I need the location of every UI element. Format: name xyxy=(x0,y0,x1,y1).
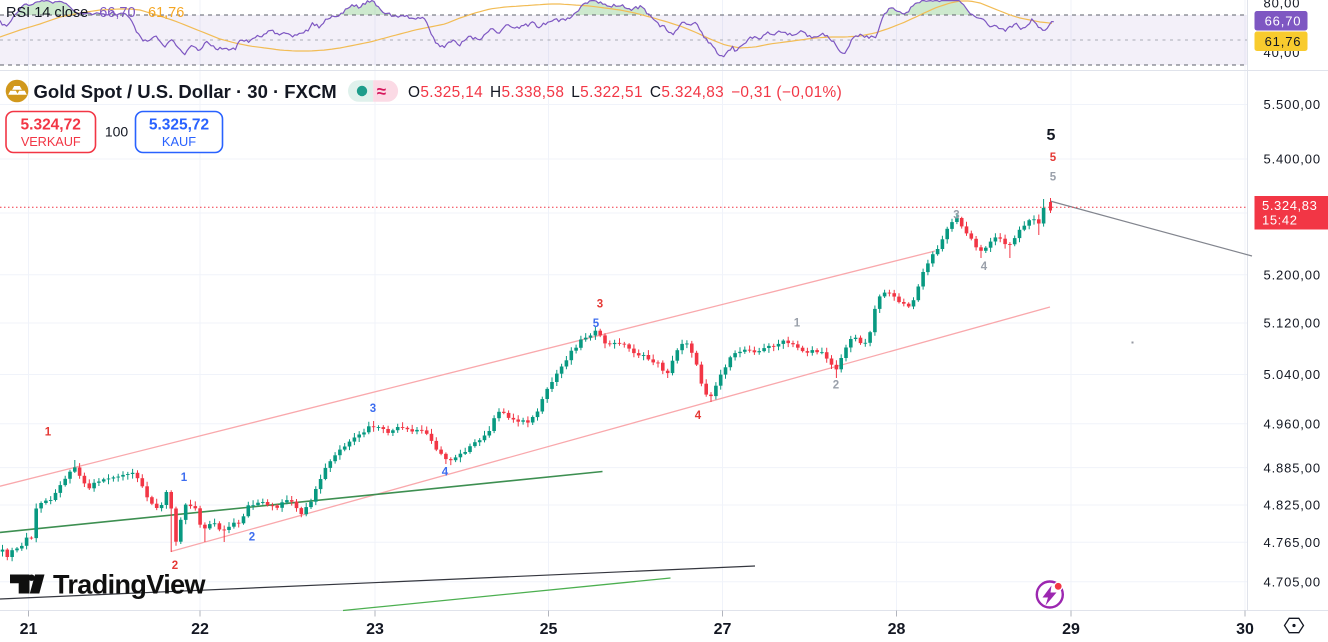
svg-text:5.324,72: 5.324,72 xyxy=(21,117,81,134)
svg-text:5.324,83: 5.324,83 xyxy=(1262,198,1317,213)
svg-text:4: 4 xyxy=(981,261,988,273)
svg-text:1: 1 xyxy=(181,472,188,484)
svg-text:61,76: 61,76 xyxy=(1265,34,1302,49)
svg-text:4.960,00: 4.960,00 xyxy=(1264,416,1321,431)
svg-text:Gold Spot / U.S. Dollar · 30 ·: Gold Spot / U.S. Dollar · 30 · FXCM xyxy=(34,81,337,102)
svg-text:5.040,00: 5.040,00 xyxy=(1264,367,1321,382)
svg-text:3: 3 xyxy=(370,403,376,415)
svg-text:25: 25 xyxy=(540,621,558,638)
svg-text:4.885,00: 4.885,00 xyxy=(1264,460,1321,475)
svg-text:5.400,00: 5.400,00 xyxy=(1264,152,1321,167)
svg-text:5: 5 xyxy=(1050,172,1057,184)
svg-text:28: 28 xyxy=(888,621,906,638)
svg-text:100: 100 xyxy=(105,124,129,140)
svg-text:4: 4 xyxy=(695,410,702,422)
svg-text:2: 2 xyxy=(249,532,255,544)
svg-text:5.200,00: 5.200,00 xyxy=(1264,267,1321,282)
svg-text:1: 1 xyxy=(45,427,52,439)
svg-text:66,70: 66,70 xyxy=(1265,14,1302,29)
svg-text:22: 22 xyxy=(191,621,209,638)
svg-text:2: 2 xyxy=(833,380,839,392)
svg-text:1: 1 xyxy=(794,318,801,330)
svg-text:5: 5 xyxy=(593,318,600,330)
svg-text:30: 30 xyxy=(1236,621,1254,638)
svg-text:4.765,00: 4.765,00 xyxy=(1264,535,1321,550)
svg-text:5.500,00: 5.500,00 xyxy=(1264,97,1321,112)
svg-text:5: 5 xyxy=(1047,127,1056,144)
svg-text:21: 21 xyxy=(20,621,38,638)
svg-text:5: 5 xyxy=(1050,152,1057,164)
svg-text:29: 29 xyxy=(1062,621,1080,638)
svg-text:3: 3 xyxy=(597,299,603,311)
svg-text:5.120,00: 5.120,00 xyxy=(1264,316,1321,331)
svg-text:80,00: 80,00 xyxy=(1264,0,1301,11)
svg-text:VERKAUF: VERKAUF xyxy=(21,134,81,149)
svg-text:27: 27 xyxy=(714,621,732,638)
svg-text:3: 3 xyxy=(953,210,959,222)
svg-text:KAUF: KAUF xyxy=(162,134,196,149)
svg-text:15:42: 15:42 xyxy=(1262,213,1298,228)
svg-text:4: 4 xyxy=(442,467,449,479)
svg-text:TradingView: TradingView xyxy=(53,570,207,600)
svg-text:4.705,00: 4.705,00 xyxy=(1264,575,1321,590)
svg-text:5.325,72: 5.325,72 xyxy=(149,117,209,134)
svg-text:4.825,00: 4.825,00 xyxy=(1264,498,1321,513)
svg-text:2: 2 xyxy=(172,560,178,572)
svg-text:23: 23 xyxy=(366,621,384,638)
svg-text:≈: ≈ xyxy=(377,82,386,101)
